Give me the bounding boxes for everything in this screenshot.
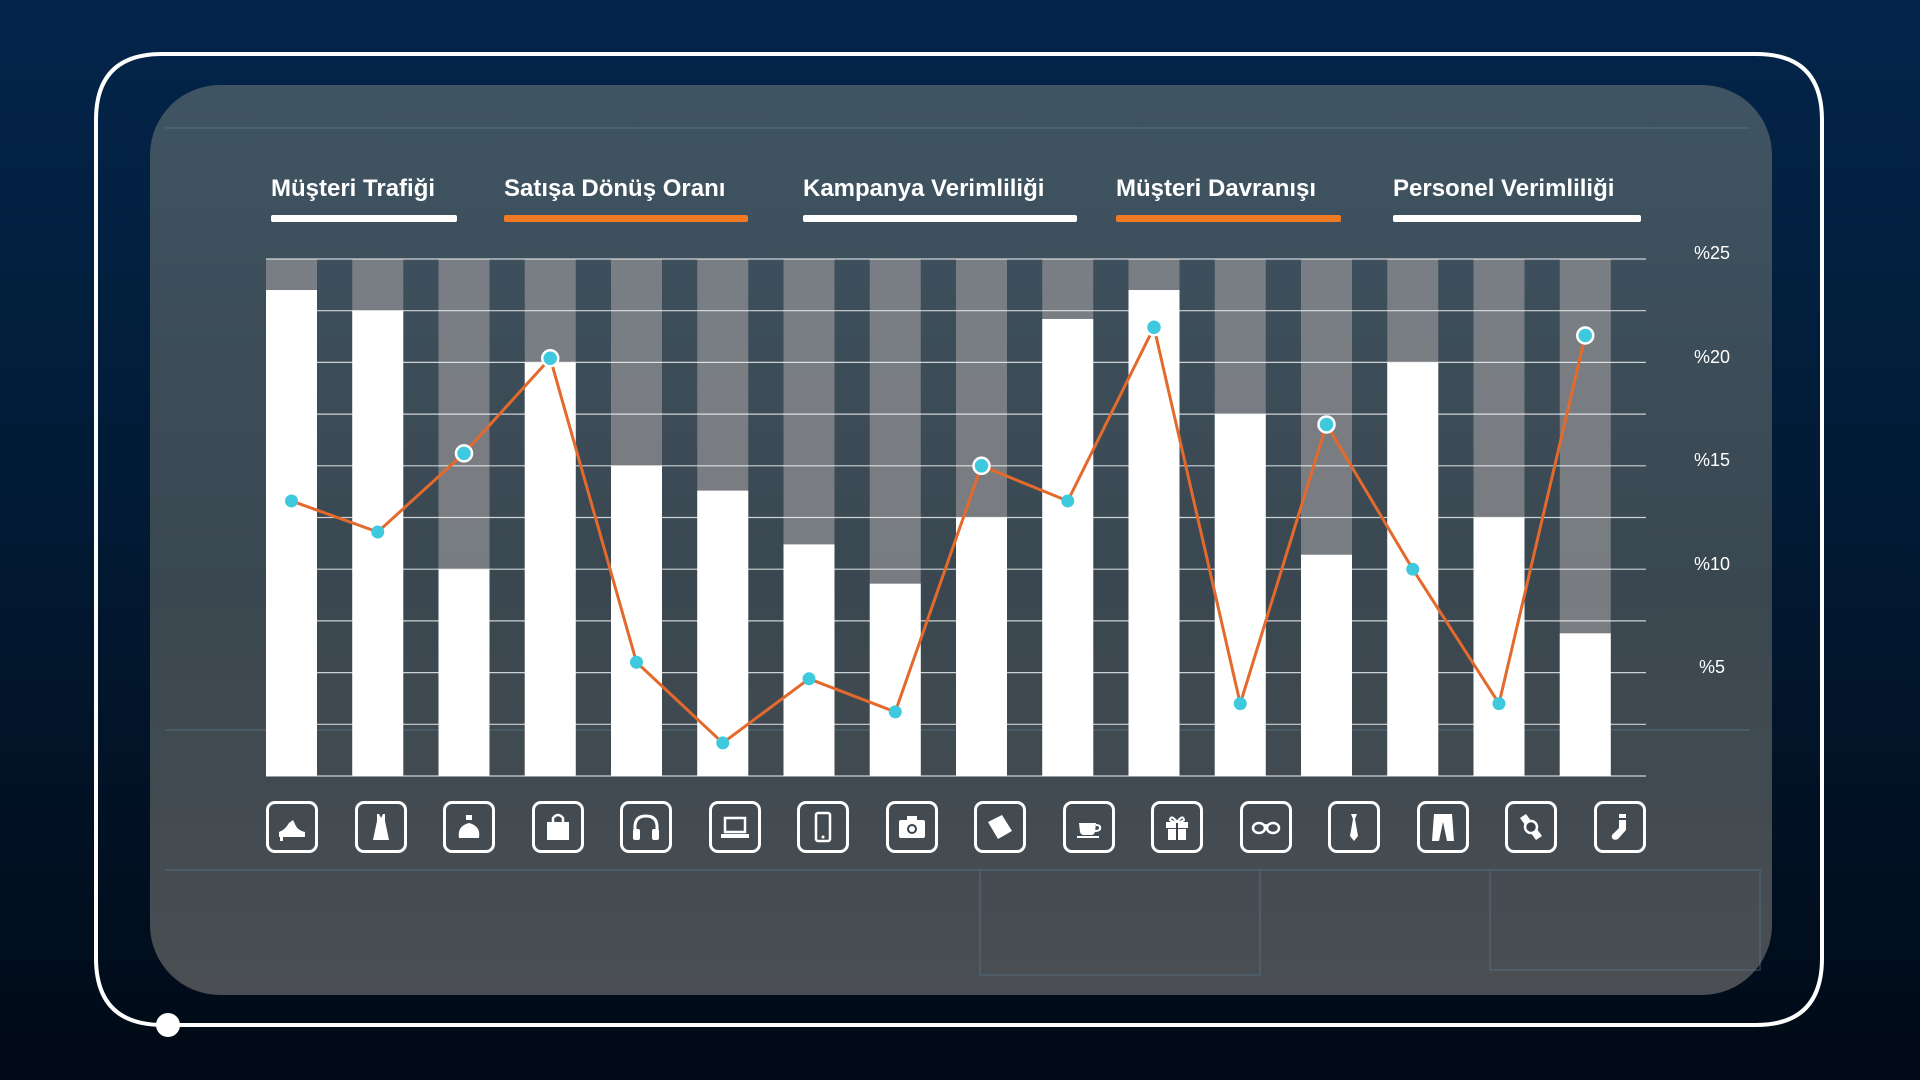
y-tick-label: %15	[1693, 450, 1731, 470]
y-tick-label: %5	[1698, 657, 1725, 677]
y-tick-label: %20	[1693, 347, 1731, 367]
tab-underline	[1116, 215, 1341, 222]
category-button-glasses[interactable]	[1240, 801, 1292, 853]
perfume-icon	[458, 815, 480, 838]
category-button-headphones[interactable]	[620, 801, 672, 853]
category-button-watch[interactable]	[1505, 801, 1557, 853]
category-button-gift[interactable]	[1151, 801, 1203, 853]
trousers-icon	[1432, 814, 1454, 841]
tab-kampanya-verimliligi[interactable]: Kampanya Verimliliği	[803, 172, 1077, 222]
headphones-icon	[633, 814, 659, 840]
shopping-bag-icon	[547, 813, 569, 840]
y-tick-label: %25	[1693, 243, 1731, 263]
category-button-perfume[interactable]	[443, 801, 495, 853]
tab-underline	[504, 215, 748, 222]
dress-icon	[373, 814, 389, 840]
camera-icon	[899, 816, 925, 838]
frame-dot	[156, 1013, 180, 1037]
glasses-icon	[1251, 821, 1281, 835]
tab-musteri-davranisi[interactable]: Müşteri Davranışı	[1116, 172, 1341, 222]
category-button-sock[interactable]	[1594, 801, 1646, 853]
category-button-book[interactable]	[974, 801, 1026, 853]
smartphone-icon	[814, 811, 832, 843]
tab-label: Müşteri Trafiği	[271, 175, 436, 202]
category-button-camera[interactable]	[886, 801, 938, 853]
tab-satisa-donus-orani[interactable]: Satışa Dönüş Oranı	[504, 172, 748, 222]
gift-icon	[1166, 816, 1188, 840]
sock-icon	[1611, 814, 1626, 840]
coffee-cup-icon	[1077, 823, 1102, 838]
tab-label: Müşteri Davranışı	[1116, 175, 1317, 202]
tab-personel-verimliligi[interactable]: Personel Verimliliği	[1393, 172, 1641, 222]
category-button-coffee[interactable]	[1063, 801, 1115, 853]
tab-musteri-trafigi[interactable]: Müşteri Trafiği	[271, 172, 457, 222]
frame-outline	[94, 52, 1824, 1027]
y-tick-label: %10	[1693, 554, 1731, 574]
tab-label: Kampanya Verimliliği	[803, 175, 1045, 202]
tab-underline	[1393, 215, 1641, 222]
high-heel-icon	[279, 820, 305, 841]
tab-underline	[271, 215, 457, 222]
category-button-laptop[interactable]	[709, 801, 761, 853]
book-icon	[988, 815, 1012, 839]
category-button-high-heel[interactable]	[266, 801, 318, 853]
laptop-icon	[721, 816, 749, 838]
watch-icon	[1520, 814, 1542, 840]
category-button-shopping-bag[interactable]	[532, 801, 584, 853]
tab-underline	[803, 215, 1077, 222]
category-button-trousers[interactable]	[1417, 801, 1469, 853]
tab-label: Personel Verimliliği	[1393, 175, 1615, 202]
category-button-tie[interactable]	[1328, 801, 1380, 853]
category-button-smartphone[interactable]	[797, 801, 849, 853]
tab-label: Satışa Dönüş Oranı	[504, 175, 726, 202]
tie-icon	[1350, 814, 1358, 841]
category-button-dress[interactable]	[355, 801, 407, 853]
